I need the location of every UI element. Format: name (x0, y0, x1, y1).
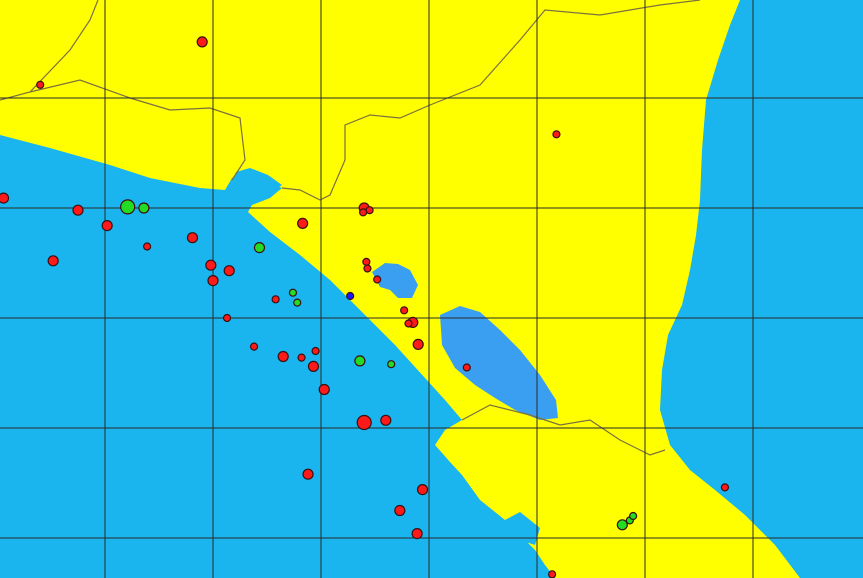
event-marker-red[interactable] (196, 36, 208, 48)
event-marker-red[interactable] (362, 257, 371, 266)
caribbean-sea (660, 0, 863, 578)
event-marker-red[interactable] (307, 360, 320, 372)
event-marker-blue[interactable] (346, 291, 355, 301)
event-marker-red[interactable] (356, 414, 372, 431)
event-marker-red[interactable] (297, 217, 309, 229)
lake-nicaragua (440, 306, 558, 420)
event-marker-green[interactable] (120, 199, 136, 215)
event-marker-red[interactable] (47, 255, 59, 267)
event-marker-red[interactable] (548, 570, 557, 578)
event-marker-red[interactable] (222, 313, 232, 323)
event-marker-green[interactable] (288, 288, 298, 297)
event-marker-red[interactable] (223, 265, 235, 277)
event-marker-red[interactable] (205, 259, 217, 271)
event-marker-red[interactable] (186, 232, 199, 244)
event-marker-red[interactable] (380, 414, 392, 426)
event-marker-green[interactable] (629, 511, 638, 521)
event-marker-green[interactable] (387, 360, 396, 369)
event-marker-red[interactable] (552, 130, 561, 139)
event-marker-green[interactable] (354, 355, 366, 367)
gulf-of-fonseca (228, 168, 282, 200)
event-marker-red[interactable] (412, 338, 424, 350)
event-marker-red[interactable] (416, 484, 429, 496)
event-marker-red[interactable] (207, 275, 219, 287)
event-marker-red[interactable] (400, 306, 409, 315)
event-marker-red[interactable] (302, 468, 314, 480)
event-marker-red[interactable] (318, 383, 330, 396)
event-marker-red[interactable] (0, 192, 10, 204)
event-marker-red[interactable] (101, 220, 113, 232)
event-marker-red[interactable] (36, 80, 45, 89)
event-marker-red[interactable] (462, 363, 471, 372)
event-marker-red[interactable] (359, 208, 368, 217)
event-marker-red[interactable] (271, 295, 280, 304)
event-marker-green[interactable] (616, 519, 628, 531)
event-marker-red[interactable] (720, 483, 730, 492)
gulf-of-nicoya (505, 512, 540, 545)
event-marker-red[interactable] (72, 204, 84, 216)
pacific-ocean (0, 135, 555, 578)
event-marker-red[interactable] (373, 275, 382, 284)
event-marker-red[interactable] (404, 319, 413, 328)
border-elsalvador-honduras (29, 79, 246, 181)
event-marker-red[interactable] (277, 350, 289, 363)
event-marker-red[interactable] (311, 346, 320, 356)
lake-managua (372, 263, 418, 298)
border-guatemala-honduras (0, 0, 99, 101)
event-marker-green[interactable] (253, 242, 266, 254)
event-markers (0, 36, 730, 578)
event-marker-red[interactable] (411, 527, 423, 540)
border-honduras-nicaragua (281, 0, 701, 201)
event-marker-green[interactable] (138, 202, 150, 214)
event-marker-red[interactable] (394, 504, 406, 517)
event-marker-red[interactable] (297, 353, 306, 362)
event-marker-red[interactable] (363, 264, 372, 273)
event-marker-red[interactable] (143, 242, 152, 251)
event-marker-red[interactable] (249, 342, 259, 351)
event-marker-green[interactable] (293, 298, 302, 307)
